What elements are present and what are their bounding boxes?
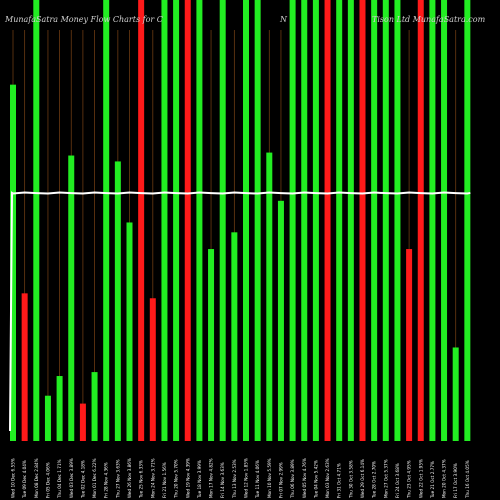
x-tick-label: Tue 28 Oct 2.70% (372, 461, 377, 499)
bar-outflow (79, 403, 86, 441)
bar-inflow (277, 200, 284, 441)
x-tick-label: Wed 26 Nov 3.86% (127, 458, 132, 498)
bar-inflow (126, 222, 133, 441)
chart-title-mid: N (279, 15, 288, 24)
x-tick-label: Tue 21 Oct 2.77% (430, 461, 435, 499)
x-tick-label: Mon 27 Oct 5.37% (383, 459, 388, 498)
bar-inflow (266, 152, 273, 441)
x-tick-label: Mon 03 Nov 2.63% (325, 458, 330, 498)
bar-inflow (336, 0, 343, 441)
x-tick-label: Mon 10 Nov 5.59% (267, 458, 272, 498)
bar-inflow (464, 0, 471, 441)
bars-group (10, 0, 471, 441)
bar-outflow (184, 0, 191, 441)
chart-title-right: Tison Ltd MunafaSatra.com (372, 15, 486, 24)
x-tick-label: Mon 24 Nov 3.71% (150, 458, 155, 498)
x-tick-label: Wed 19 Nov 4.39% (185, 458, 190, 498)
bar-inflow (394, 0, 401, 441)
x-tick-label: Wed 03 Dec 3.89% (69, 458, 74, 498)
bar-inflow (289, 0, 296, 441)
x-tick-label: Fri 31 Oct 4.71% (337, 463, 342, 498)
x-tick-labels: Wed 10 Dec 6.55% Tue 09 Dec 4.04% Mon 08 D… (11, 458, 470, 499)
x-tick-label: Fri 05 Dec 4.06% (45, 462, 50, 498)
bar-inflow (231, 232, 238, 441)
x-tick-label: Thu 06 Nov 3.89% (290, 459, 295, 499)
bar-inflow (301, 0, 308, 441)
bar-outflow (21, 293, 28, 441)
x-tick-label: Wed 12 Nov 1.85% (244, 458, 249, 498)
x-tick-label: Tue 09 Dec 4.04% (22, 460, 27, 499)
x-tick-label: Wed 22 Oct 1.95% (418, 459, 423, 498)
bar-inflow (347, 0, 354, 441)
x-tick-label: Thu 20 Nov 5.70% (174, 459, 179, 499)
bar-outflow (138, 0, 145, 441)
bar-inflow (312, 0, 319, 441)
x-tick-label: Tue 02 Dec 4.18% (80, 460, 85, 499)
bar-outflow (324, 0, 331, 441)
chart-title-left: MunafaSatra Money Flow Charts for C (4, 15, 163, 24)
bar-inflow (196, 0, 203, 441)
bar-inflow (161, 0, 168, 441)
x-tick-label: Fri 07 Nov 2.99% (278, 462, 283, 498)
bar-outflow (417, 0, 424, 441)
x-tick-label: Thu 16 Oct 4.05% (465, 460, 470, 499)
bar-inflow (219, 0, 226, 441)
bar-outflow (149, 298, 156, 441)
bar-inflow (44, 395, 51, 441)
x-tick-label: Mon 08 Dec 2.84% (34, 458, 39, 498)
x-tick-label: Thu 30 Oct 3.58% (348, 460, 353, 499)
bar-inflow (68, 155, 75, 441)
x-tick-label: Wed 29 Oct 6.14% (360, 459, 365, 498)
x-tick-label: Tue 25 Nov 6.33% (139, 460, 144, 499)
x-tick-label: Fri 24 Oct 3.68% (395, 463, 400, 498)
x-tick-label: Wed 10 Dec 6.55% (11, 458, 16, 498)
x-tick-label: Tue 11 Nov 4.06% (255, 460, 260, 499)
bar-inflow (254, 0, 261, 441)
x-tick-label: Thu 04 Dec 1.71% (57, 459, 62, 499)
flow-line (9, 191, 471, 432)
x-tick-label: Thu 23 Oct 4.95% (407, 460, 412, 499)
bar-inflow (56, 376, 63, 441)
bar-inflow (429, 0, 436, 441)
x-tick-label: Mon 20 Oct 4.37% (442, 459, 447, 498)
bar-inflow (10, 84, 16, 441)
bar-inflow (103, 0, 110, 441)
bar-inflow (208, 249, 215, 441)
bar-inflow (114, 161, 121, 441)
bar-inflow (33, 0, 40, 441)
bar-outflow (359, 0, 366, 441)
x-tick-label: Tue 04 Nov 5.42% (313, 460, 318, 499)
x-tick-label: Fri 21 Nov 1.56% (162, 462, 167, 498)
x-tick-label: Fri 17 Oct 3.90% (453, 463, 458, 498)
bar-inflow (441, 0, 448, 441)
bar-inflow (173, 0, 180, 441)
x-tick-label: Thu 13 Nov 2.53% (232, 459, 237, 499)
bar-inflow (243, 0, 249, 441)
x-tick-label: Tue 18 Nov 3.99% (197, 460, 202, 499)
x-tick-label: Wed 05 Nov 4.76% (302, 458, 307, 498)
x-tick-label: Mon 01 Dec 6.22% (92, 458, 97, 498)
bar-inflow (371, 0, 378, 441)
x-tick-label: Fri 14 Nov 3.63% (220, 462, 225, 498)
x-tick-label: Fri 28 Nov 4.36% (104, 462, 109, 498)
bar-inflow (382, 0, 389, 441)
x-tick-label: Thu 27 Nov 3.63% (115, 459, 120, 499)
bar-inflow (91, 372, 98, 441)
x-tick-label: Mon 17 Nov 4.82% (209, 458, 214, 498)
bar-outflow (406, 249, 413, 441)
bar-inflow (452, 347, 459, 441)
